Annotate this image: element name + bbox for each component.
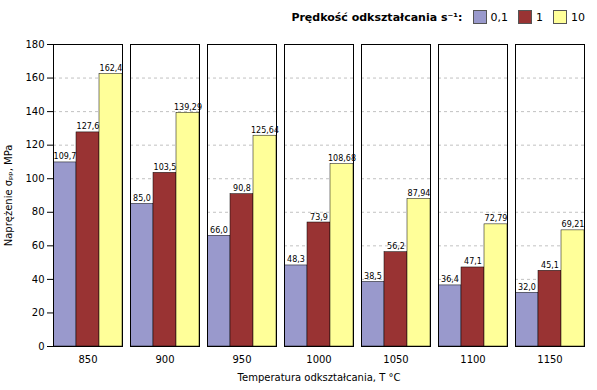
svg-text:103,5: 103,5 bbox=[154, 163, 177, 172]
svg-text:45,1: 45,1 bbox=[541, 261, 559, 270]
html-text:0,1: 0,1 bbox=[490, 10, 508, 24]
svg-text:87,94: 87,94 bbox=[408, 189, 431, 198]
svg-text:850: 850 bbox=[78, 354, 97, 365]
svg-text:85,0: 85,0 bbox=[133, 194, 151, 203]
svg-text:32,0: 32,0 bbox=[518, 283, 536, 292]
svg-text:Naprężenie σₚₚ, MPa: Naprężenie σₚₚ, MPa bbox=[3, 145, 14, 247]
svg-text:60: 60 bbox=[32, 240, 45, 251]
svg-text:47,1: 47,1 bbox=[464, 257, 482, 266]
svg-text:90,8: 90,8 bbox=[233, 184, 251, 193]
svg-text:72,79: 72,79 bbox=[485, 214, 508, 223]
svg-text:139,29: 139,29 bbox=[174, 103, 202, 112]
svg-text:1000: 1000 bbox=[306, 354, 331, 365]
svg-text:100: 100 bbox=[25, 173, 44, 184]
svg-text:140: 140 bbox=[25, 106, 44, 117]
svg-text:125,64: 125,64 bbox=[251, 126, 279, 135]
svg-text:40: 40 bbox=[32, 274, 45, 285]
svg-text:1150: 1150 bbox=[537, 354, 562, 365]
svg-text:Temperatura odkształcania, T °: Temperatura odkształcania, T °C bbox=[237, 372, 401, 383]
svg-text:120: 120 bbox=[25, 139, 44, 150]
svg-text:162,4: 162,4 bbox=[100, 64, 123, 73]
svg-text:38,5: 38,5 bbox=[364, 272, 382, 281]
svg-text:69,21: 69,21 bbox=[562, 220, 585, 229]
svg-text:1050: 1050 bbox=[383, 354, 408, 365]
svg-text:48,3: 48,3 bbox=[287, 255, 305, 264]
html-text:1: 1 bbox=[536, 10, 543, 24]
svg-text:108,68: 108,68 bbox=[328, 154, 356, 163]
svg-text:109,7: 109,7 bbox=[54, 152, 77, 161]
html-text:10: 10 bbox=[571, 10, 585, 24]
svg-text:160: 160 bbox=[25, 72, 44, 83]
svg-text:73,9: 73,9 bbox=[310, 213, 328, 222]
svg-text:56,2: 56,2 bbox=[387, 242, 405, 251]
html-text:Prędkość odkształcania s⁻¹:: Prędkość odkształcania s⁻¹: bbox=[291, 10, 463, 24]
svg-text:80: 80 bbox=[32, 206, 45, 217]
svg-text:950: 950 bbox=[232, 354, 251, 365]
svg-text:0: 0 bbox=[38, 341, 44, 352]
svg-text:1100: 1100 bbox=[460, 354, 485, 365]
svg-text:180: 180 bbox=[25, 39, 44, 50]
svg-text:900: 900 bbox=[155, 354, 174, 365]
svg-text:127,6: 127,6 bbox=[77, 122, 100, 131]
svg-text:20: 20 bbox=[32, 307, 45, 318]
svg-text:36,4: 36,4 bbox=[441, 275, 459, 284]
svg-text:66,0: 66,0 bbox=[210, 226, 228, 235]
